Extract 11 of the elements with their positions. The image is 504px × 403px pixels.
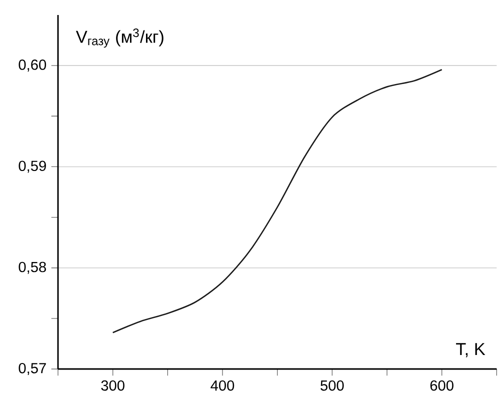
x-tick-label: 500 [320, 380, 344, 391]
y-tick-label: 0,58 [18, 262, 46, 274]
x-tick-label: 300 [101, 380, 124, 391]
y-tick-label: 0,59 [18, 160, 46, 173]
y-axis-title: V$_{газу}$ (м$^{3}$/кг) [76, 28, 164, 48]
y-tick-label: 0,57 [18, 362, 46, 376]
x-tick-label: 600 [430, 380, 454, 391]
x-axis-title: T, K [456, 343, 486, 358]
x-tick-label: 400 [210, 380, 234, 391]
y-tick-label: 0,60 [18, 60, 46, 72]
line-series [112, 68, 442, 334]
